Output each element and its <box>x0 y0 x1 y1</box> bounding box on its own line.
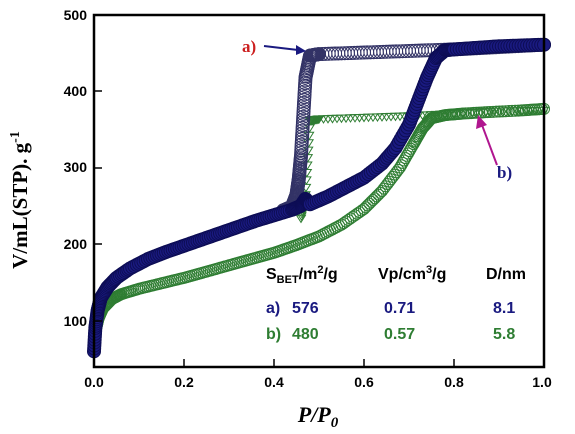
y-tick-label: 300 <box>64 159 88 175</box>
x-axis-title: P/P0 <box>297 402 339 431</box>
x-tick-label: 0.0 <box>84 374 104 390</box>
tick-marks <box>94 90 455 367</box>
annotation-b: b) <box>476 115 512 182</box>
table-header-sbet-unit: /m <box>299 266 318 283</box>
table-row-b-d: 5.8 <box>493 326 515 343</box>
plot-marks <box>87 37 551 359</box>
x-tick-label: 0.4 <box>264 374 284 390</box>
x-tick-labels: 0.0 0.2 0.4 0.6 0.8 1.0 <box>84 374 552 390</box>
y-tick-labels: 100 200 300 400 500 <box>64 7 88 329</box>
x-tick-label: 0.6 <box>354 374 374 390</box>
annotation-a-arrow-head <box>296 45 306 55</box>
table-header-vp-main: Vp/cm <box>378 266 426 283</box>
y-tick-label: 100 <box>64 313 88 329</box>
data-table: SBET/m2/g Vp/cm3/g D/nm a) 576 0.71 8.1 … <box>266 264 526 343</box>
series-b-adsorption-marker <box>499 105 512 118</box>
table-row-a-d: 8.1 <box>493 300 515 317</box>
plot-frame <box>92 13 546 369</box>
annotation-b-label: b) <box>497 163 512 182</box>
annotation-a: a) <box>242 37 306 56</box>
table-row-b-vp: 0.57 <box>384 326 415 343</box>
table-header-sbet-sup: 2 <box>317 264 323 276</box>
y-axis-title-main: V/mL(STP). g <box>8 142 32 269</box>
annotation-a-label: a) <box>242 37 256 56</box>
y-tick-label: 400 <box>64 83 88 99</box>
table-row-a-vp: 0.71 <box>384 300 415 317</box>
x-tick-label: 0.2 <box>174 374 194 390</box>
table-header-sbet-sub: BET <box>277 274 299 286</box>
annotation-b-arrow-head <box>476 115 487 129</box>
table-row-b-sbet: 480 <box>292 326 319 343</box>
table-header-sbet-unit2: /g <box>323 266 337 283</box>
x-axis-title-main: P/P <box>297 402 332 427</box>
table-row-b-label: b) <box>266 326 281 343</box>
table-row-a-label: a) <box>266 300 280 317</box>
table-header-vp-sup: 3 <box>426 264 432 276</box>
series-b-desorption-marker <box>295 214 307 224</box>
series-b-adsorption-marker <box>484 106 496 118</box>
y-tick-label: 200 <box>64 236 88 252</box>
y-axis-title-sup: -1 <box>8 131 23 143</box>
y-axis-title: V/mL(STP). g-1 <box>8 131 32 269</box>
table-header-sbet-s: S <box>266 266 277 283</box>
annotation-a-arrow-line <box>263 45 299 51</box>
annotation-b-arrow-line <box>481 124 498 166</box>
y-tick-label: 500 <box>64 7 88 23</box>
table-header-d: D/nm <box>486 266 526 283</box>
x-tick-label: 1.0 <box>532 374 552 390</box>
table-header-vp-unit: /g <box>432 266 446 283</box>
table-header-sbet: SBET/m2/g <box>266 264 338 286</box>
series-b-adsorption-marker <box>493 105 506 118</box>
x-tick-label: 0.8 <box>444 374 464 390</box>
x-axis-title-sub: 0 <box>331 415 339 431</box>
table-row-a-sbet: 576 <box>292 300 319 317</box>
table-header-vp: Vp/cm3/g <box>378 264 446 283</box>
